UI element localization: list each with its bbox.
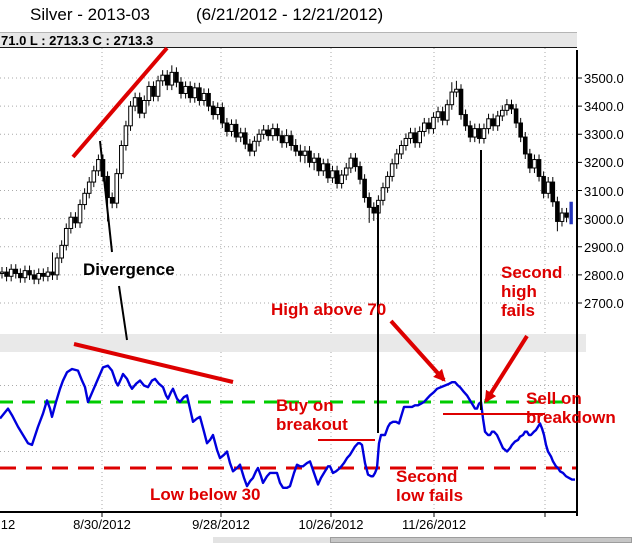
ohlc-status-text: 71.0 L : 2713.3 C : 2713.3 [1,33,154,48]
annotation-low-below-30: Low below 30 [150,485,261,504]
annotation-buy-on-breakout: Buy on breakout [276,396,348,434]
rsi-line [0,364,575,489]
axes [0,50,582,517]
ohlc-status-bar: 71.0 L : 2713.3 C : 2713.3 [0,32,577,48]
price-axis-label: 2800.0 [584,267,624,283]
candlestick-series [0,65,573,285]
annotation-high-above-70: High above 70 [271,300,387,319]
price-axis-label: 3300.0 [584,127,624,143]
latest-bar [569,201,573,225]
price-axis-label: 2700.0 [584,296,624,311]
divergence-pointer-up [99,140,113,253]
price-axis-label: 3000.0 [584,211,624,227]
annotation-sell-on-breakdown: Sell on breakdown [526,389,616,427]
arrow-high-above-70 [389,319,446,382]
panel-separator-band [0,334,586,352]
date-axis-label: 9/28/2012 [192,517,250,532]
price-axis-label: 3200.0 [584,155,624,171]
divergence-pointer-down [118,285,128,341]
oscillator-levels [0,400,577,470]
chart-title-date-range: (6/21/2012 - 12/21/2012) [196,5,384,24]
date-axis-label: 10/26/2012 [298,517,364,532]
annotation-second-low-fails: Second low fails [396,467,464,505]
price-axis-label: 3400.0 [584,99,624,115]
rsi-divergence-trendline [73,342,234,384]
price-axis-label: 3500.0 [584,71,624,86]
annotation-lines [71,46,545,441]
price-divergence-trendline [71,46,169,159]
annotation-second-high-fails: Second high fails [501,263,563,320]
arrow-second-high-fails [484,334,529,404]
date-axis-label: 12 [0,517,16,532]
chart-title-symbol: Silver - 2013-03 [30,5,151,24]
date-axis-label: 8/30/2012 [73,517,131,532]
annotation-divergence: Divergence [83,260,175,279]
bottom-scrollbar-thumb[interactable] [330,537,632,543]
gridlines [0,48,577,512]
price-axis-label: 3100.0 [584,183,624,199]
price-axis-label: 2900.0 [584,239,624,255]
date-axis-label: 11/26/2012 [401,517,467,532]
